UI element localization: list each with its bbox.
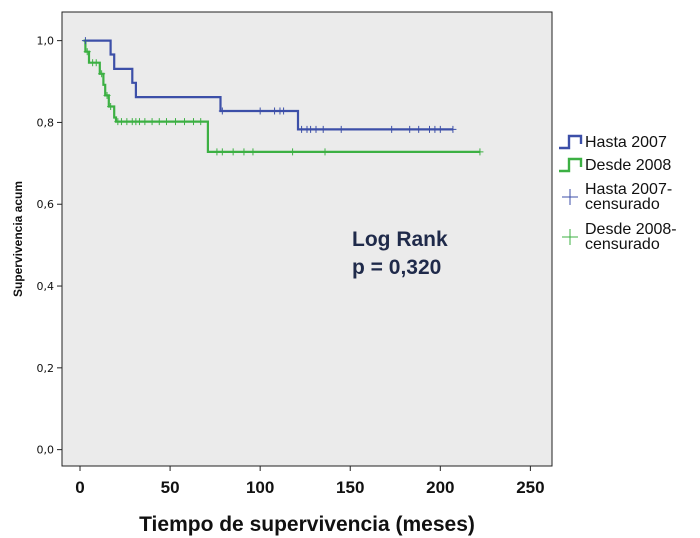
censor-mark-1 <box>218 107 226 115</box>
legend-item-2: Desde 2008 <box>559 157 671 174</box>
censor-mark-2 <box>181 118 188 126</box>
x-tick-label: 150 <box>336 478 364 497</box>
legend-label: Hasta 2007- <box>585 181 672 198</box>
censor-mark-2 <box>103 91 111 99</box>
censor-mark-2 <box>240 148 248 156</box>
x-tick-label: 0 <box>75 478 84 497</box>
censor-mark-2 <box>98 70 106 78</box>
censor-mark-2 <box>155 118 163 126</box>
censor-mark-2 <box>107 102 115 110</box>
censor-mark-1 <box>280 107 288 115</box>
censor-mark-2 <box>229 148 237 156</box>
y-tick-label: 0,8 <box>37 116 55 129</box>
legend-item-1: Hasta 2007 <box>559 134 667 151</box>
legend-label: Hasta 2007 <box>585 134 667 151</box>
x-tick-label: 50 <box>161 478 180 497</box>
plot-area <box>61 11 553 467</box>
p-value-label: p = 0,320 <box>352 256 441 279</box>
legend-item-3: Hasta 2007-censurado <box>562 181 672 213</box>
censor-mark-2 <box>171 118 179 126</box>
censor-mark-2 <box>289 148 297 156</box>
censor-mark-2 <box>190 118 198 126</box>
legend-swatch <box>559 157 583 173</box>
censor-mark-1 <box>81 37 89 45</box>
censor-mark-2 <box>218 148 226 156</box>
censor-mark-1 <box>312 125 320 133</box>
legend-swatch <box>559 134 583 150</box>
y-tick-label: 0,6 <box>37 198 55 211</box>
x-axis: 0 50 100 150 200 250 <box>75 466 545 497</box>
legend-label: Desde 2008 <box>585 157 671 174</box>
censor-mark-1 <box>449 125 457 133</box>
y-tick-label: 0,0 <box>37 444 55 457</box>
log-rank-label: Log Rank <box>352 228 448 251</box>
legend-label: censurado <box>585 236 660 253</box>
censor-mark-2 <box>197 118 205 126</box>
censor-mark-1 <box>406 125 414 133</box>
censor-mark-1 <box>337 125 345 133</box>
censor-mark-2 <box>92 59 100 67</box>
y-axis-label: Supervivencia acum <box>11 181 25 297</box>
censor-mark-2 <box>321 148 329 156</box>
censor-mark-1 <box>415 125 423 133</box>
censor-mark-2 <box>249 148 257 156</box>
series-line-2 <box>83 39 480 153</box>
x-axis-label: Tiempo de supervivencia (meses) <box>139 513 475 536</box>
censor-mark-1 <box>319 125 327 133</box>
x-tick-label: 250 <box>516 478 544 497</box>
y-tick-label: 0,4 <box>37 280 55 293</box>
legend-item-4: Desde 2008-censurado <box>562 221 677 253</box>
censor-mark-1 <box>388 125 396 133</box>
y-axis: 0,0 0,2 0,4 0,6 0,8 1,0 <box>37 35 62 457</box>
censor-mark-2 <box>141 118 149 126</box>
y-tick-label: 1,0 <box>37 35 55 48</box>
y-tick-label: 0,2 <box>37 362 55 375</box>
censor-mark-2 <box>162 118 170 126</box>
legend-label: Desde 2008- <box>585 221 677 238</box>
censor-mark-2 <box>148 118 156 126</box>
censor-mark-1 <box>436 125 444 133</box>
censor-mark-1 <box>256 107 264 115</box>
censor-layer <box>81 37 484 156</box>
legend-label: censurado <box>585 196 660 213</box>
censor-mark-2 <box>83 48 91 56</box>
censor-mark-2 <box>476 148 484 156</box>
x-tick-label: 100 <box>246 478 274 497</box>
x-tick-label: 200 <box>426 478 454 497</box>
